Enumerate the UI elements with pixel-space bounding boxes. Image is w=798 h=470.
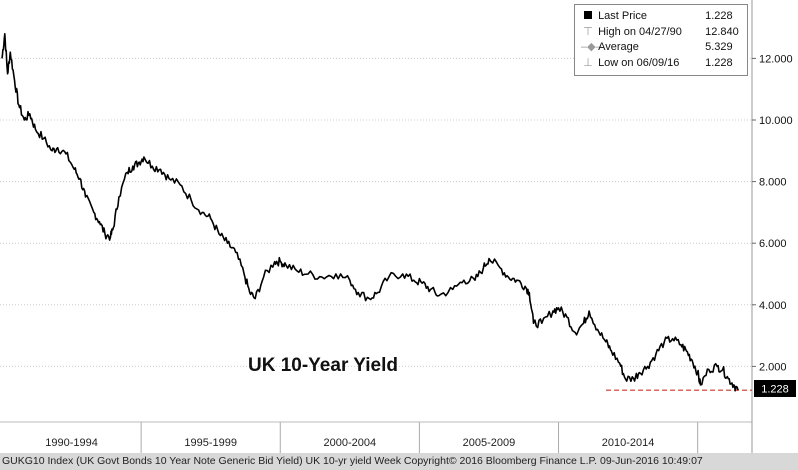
legend-row-low: ⊥ Low on 06/09/16 1.228 [581,56,733,70]
x-period-label: 2005-2009 [463,437,516,449]
legend-last-price-icon [581,9,595,23]
x-period-label: 2000-2004 [324,437,377,449]
legend-value: 1.228 [705,57,733,69]
y-tick-label: 12.000 [759,53,793,65]
legend-row-average: –◆– Average 5.329 [581,40,733,54]
legend-value: 12.840 [705,26,739,38]
y-tick-label: 6.000 [759,238,787,250]
last-value-marker: 1.228 [754,380,796,397]
x-period-label: 2010-2014 [602,437,655,449]
y-tick-label: 2.000 [759,361,787,373]
legend-value: 5.329 [705,41,733,53]
legend-average-icon: –◆– [581,41,602,53]
y-tick-label: 10.000 [759,115,793,127]
legend-value: 1.228 [705,10,733,22]
legend-box: Last Price 1.228 ⊤ High on 04/27/90 12.8… [574,4,748,76]
footer-text: GUKG10 Index (UK Govt Bonds 10 Year Note… [2,455,703,467]
legend-low-icon: ⊥ [583,57,593,69]
x-axis-period-ticks: 1990-1994 1995-1999 2000-2004 2005-2009 2010… [45,422,699,453]
legend-row-high: ⊤ High on 04/27/90 12.840 [581,25,739,39]
legend-label: Low on 06/09/16 [598,57,680,69]
last-value-label: 1.228 [761,384,789,396]
legend-row-last-price: Last Price 1.228 [581,9,733,23]
footer-source-bar: GUKG10 Index (UK Govt Bonds 10 Year Note… [0,453,798,470]
yield-chart: 1990-1994 1995-1999 2000-2004 2005-2009 2010… [0,0,796,453]
legend-label: High on 04/27/90 [598,26,682,38]
y-tick-label: 8.000 [759,177,787,189]
y-axis: 2.000 4.000 6.000 8.000 10.000 12.000 [752,53,793,373]
x-period-label: 1990-1994 [45,437,98,449]
series-line-uk-10yr-yield [1,32,739,392]
chart-title: UK 10-Year Yield [248,355,398,376]
x-period-label: 1995-1999 [184,437,237,449]
y-tick-label: 4.000 [759,300,787,312]
grid-lines [0,57,752,367]
legend-high-icon: ⊤ [583,26,593,38]
legend-label: Last Price [598,10,647,22]
last-value-box [754,380,796,397]
legend-label: Average [598,41,639,53]
